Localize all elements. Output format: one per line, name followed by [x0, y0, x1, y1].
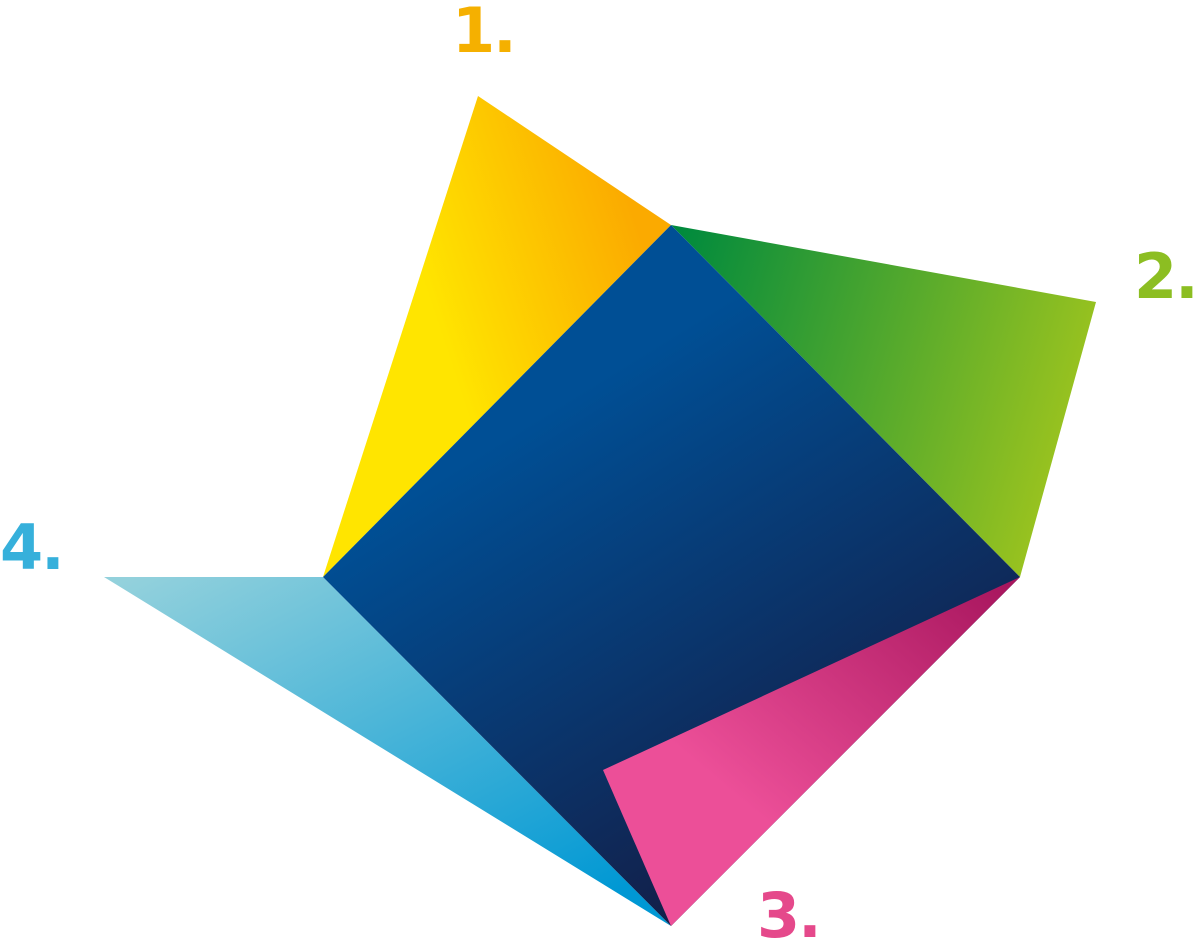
label-step-1: 1. — [452, 0, 515, 67]
flap-2-green — [671, 225, 1096, 577]
label-step-4: 4. — [0, 511, 63, 584]
flap-1-yellow — [323, 96, 671, 577]
label-step-3: 3. — [757, 879, 820, 942]
flap-4-cyan — [104, 577, 671, 926]
label-step-2: 2. — [1134, 240, 1197, 313]
flap-3-pink — [603, 577, 1020, 926]
